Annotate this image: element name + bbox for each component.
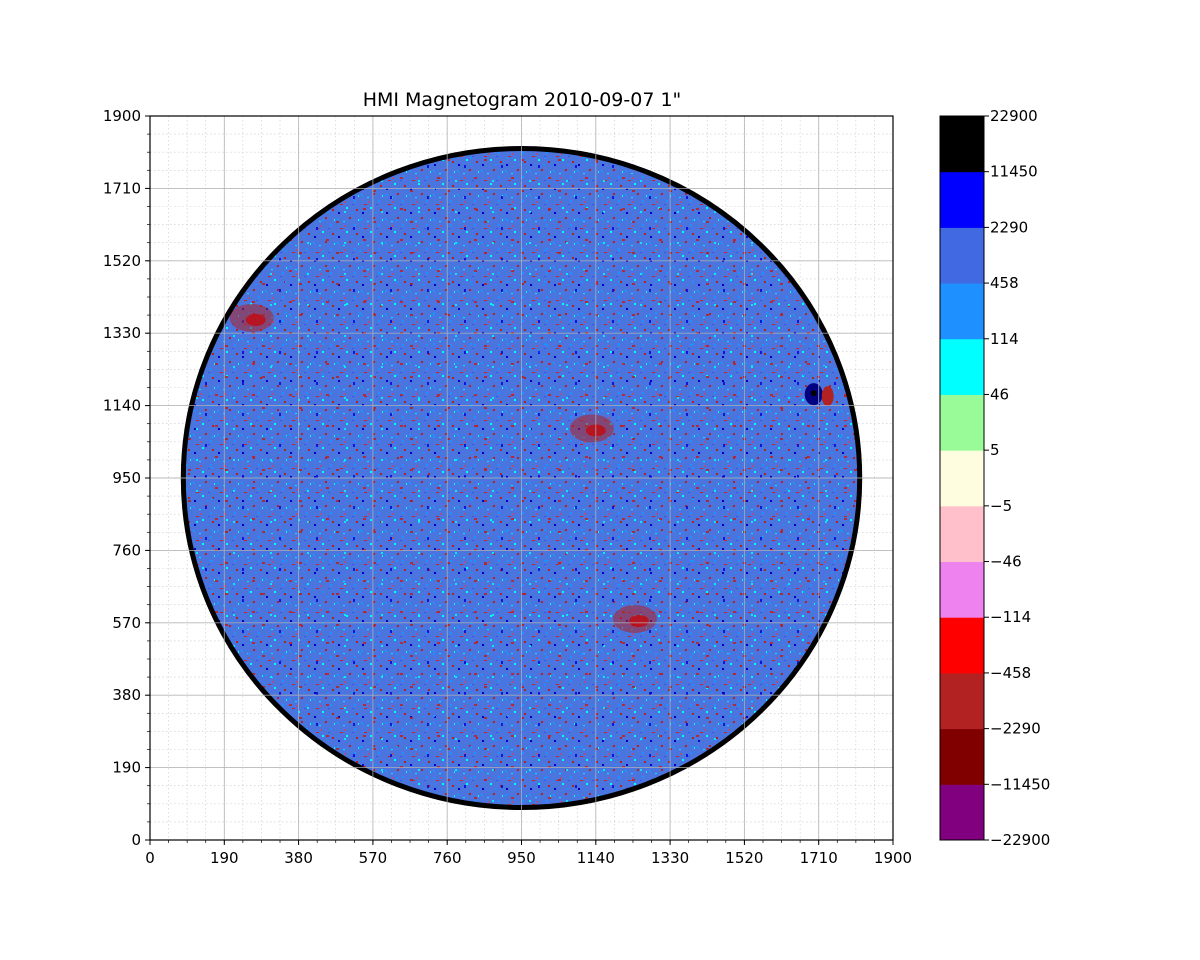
plage-south-core [628, 614, 649, 627]
colorbar-tick-label: −2290 [990, 720, 1041, 738]
x-tick-label: 380 [284, 849, 313, 867]
active-region-west-negative [821, 386, 834, 407]
chart-title: HMI Magnetogram 2010-09-07 1" [363, 89, 682, 111]
colorbar-segment [940, 784, 984, 841]
colorbar-tick-label: 458 [990, 274, 1019, 292]
y-tick-label: 1710 [103, 179, 141, 197]
colorbar-segment [940, 227, 984, 284]
x-axis: 0 190 380 570 760 950 1140 1330 1520 1710 1900 [145, 840, 912, 867]
colorbar-segment [940, 394, 984, 451]
y-tick-label: 1900 [103, 107, 141, 125]
y-tick-label: 0 [131, 831, 141, 849]
colorbar-tick-label: −114 [990, 608, 1031, 626]
colorbar-segment [940, 617, 984, 674]
y-tick-label: 380 [112, 686, 141, 704]
colorbar-tick-label: 114 [990, 330, 1019, 348]
colorbar-tick-label: 11450 [990, 163, 1038, 181]
colorbar-tick-label: −22900 [990, 831, 1050, 849]
y-tick-label: 1520 [103, 252, 141, 270]
colorbar-segment [940, 283, 984, 340]
colorbar-segment [940, 561, 984, 618]
x-tick-label: 760 [433, 849, 462, 867]
colorbar-tick-label: −458 [990, 664, 1031, 682]
x-tick-label: 190 [210, 849, 239, 867]
y-tick-label: 1330 [103, 324, 141, 342]
x-tick-label: 1520 [725, 849, 763, 867]
colorbar-segment [940, 450, 984, 507]
colorbar-tick-label: 2290 [990, 218, 1028, 236]
active-region-west-core [810, 390, 817, 397]
colorbar-tick-label: −5 [990, 497, 1012, 515]
plot-area: 0 190 380 570 760 950 1140 1330 1520 1710 1900 0 19… [103, 107, 912, 867]
colorbar-tick-label: −11450 [990, 775, 1050, 793]
colorbar-segment [940, 171, 984, 228]
colorbar-segment [940, 672, 984, 730]
x-tick-label: 1900 [874, 849, 912, 867]
colorbar: −22900 −11450 −2290 −458 −114 −46 −5 5 46 114 458 2… [939, 107, 1050, 849]
colorbar-segment [940, 728, 984, 785]
colorbar-tick-label: 22900 [990, 107, 1038, 125]
x-tick-label: 1710 [800, 849, 838, 867]
colorbar-tick-label: 46 [990, 385, 1009, 403]
colorbar-segment [940, 505, 984, 563]
colorbar-segment [940, 338, 984, 395]
x-tick-label: 950 [507, 849, 536, 867]
y-tick-label: 760 [112, 541, 141, 559]
y-axis: 0 190 380 570 760 950 1140 1330 1520 1710 1900 [103, 107, 150, 849]
plage-east-core [245, 313, 266, 326]
x-tick-label: 570 [359, 849, 388, 867]
colorbar-segment [940, 116, 984, 173]
colorbar-frame [939, 115, 985, 841]
y-tick-label: 950 [112, 469, 141, 487]
x-tick-label: 1330 [651, 849, 689, 867]
colorbar-tick-label: 5 [990, 441, 1000, 459]
y-tick-label: 190 [112, 759, 141, 777]
y-tick-label: 570 [112, 614, 141, 632]
x-tick-label: 1140 [577, 849, 615, 867]
colorbar-tick-label: −46 [990, 553, 1022, 571]
x-tick-label: 0 [145, 849, 155, 867]
y-tick-label: 1140 [103, 397, 141, 415]
